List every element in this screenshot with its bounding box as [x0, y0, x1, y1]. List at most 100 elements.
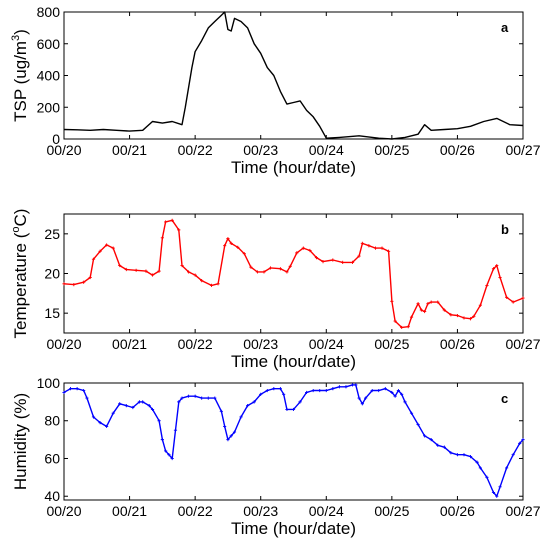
x-tick-label: 00/23 — [243, 142, 278, 158]
data-point — [436, 300, 440, 304]
data-point — [282, 392, 286, 396]
data-point — [521, 438, 525, 442]
data-point — [298, 400, 302, 404]
x-tick-label: 00/20 — [46, 503, 81, 519]
data-point — [429, 300, 433, 304]
data-point — [137, 400, 142, 404]
x-tick-label: 00/27 — [505, 336, 540, 352]
data-point — [495, 494, 499, 498]
data-point — [164, 449, 168, 453]
data-point — [134, 268, 138, 272]
x-axis-label: Time (hour/date) — [231, 352, 356, 371]
data-point — [462, 453, 466, 457]
data-point — [91, 415, 96, 419]
x-tick-label: 00/20 — [46, 336, 81, 352]
x-tick-label: 00/23 — [243, 503, 278, 519]
data-point — [390, 299, 394, 303]
data-point — [226, 236, 230, 241]
data-point — [495, 263, 499, 268]
data-point — [232, 430, 237, 434]
data-point — [498, 275, 502, 280]
data-point — [386, 249, 391, 253]
data-point — [268, 266, 273, 270]
data-point — [491, 267, 496, 271]
data-point — [521, 296, 525, 300]
data-point — [442, 445, 446, 449]
data-point — [85, 396, 89, 400]
x-tick-label: 00/26 — [440, 142, 475, 158]
data-point — [259, 392, 263, 396]
x-tick-label: 00/25 — [374, 142, 409, 158]
data-point — [223, 424, 227, 429]
y-tick-label: 800 — [37, 4, 61, 20]
data-point — [505, 295, 509, 299]
data-point — [252, 400, 256, 404]
data-point — [518, 441, 522, 445]
data-point — [200, 396, 204, 400]
data-point — [455, 453, 460, 457]
data-point — [236, 245, 240, 249]
data-point — [255, 270, 260, 274]
data-point — [131, 405, 135, 410]
data-point — [436, 443, 440, 447]
data-point — [449, 451, 453, 455]
data-point — [429, 438, 433, 442]
data-point — [472, 314, 476, 318]
x-tick-label: 00/24 — [309, 503, 344, 519]
data-point — [219, 409, 223, 413]
data-point — [98, 249, 102, 253]
data-point — [213, 396, 217, 400]
data-point — [68, 387, 73, 391]
x-tick-label: 00/21 — [112, 503, 147, 519]
series-line — [63, 11, 524, 140]
series-line — [63, 219, 524, 329]
data-point — [91, 257, 96, 261]
y-axis-label: Temperature (oC) — [10, 209, 30, 339]
y-axis-label-sup: o — [10, 227, 22, 233]
data-point — [242, 252, 246, 256]
data-point — [485, 283, 489, 287]
data-point — [354, 383, 358, 387]
data-point — [370, 388, 374, 393]
data-point — [314, 256, 319, 260]
data-point — [170, 456, 174, 461]
x-tick-label: 00/21 — [112, 336, 147, 352]
y-tick-label: 25 — [44, 226, 60, 242]
data-point — [147, 404, 151, 408]
x-tick-label: 00/21 — [112, 142, 147, 158]
data-point — [390, 390, 394, 395]
data-point — [308, 248, 312, 253]
data-point — [249, 265, 253, 269]
data-point — [177, 228, 181, 232]
x-tick-label: 00/24 — [309, 142, 344, 158]
data-point — [285, 407, 289, 412]
data-point — [321, 260, 325, 264]
series-line — [63, 384, 524, 497]
y-tick-label: 100 — [37, 375, 61, 391]
x-tick-label: 00/24 — [309, 336, 344, 352]
panel-b: 00/20 00/21 00/22 00/23 00/24 00/25 00/26 00/27… — [10, 209, 541, 371]
data-point — [105, 243, 109, 247]
data-point — [170, 218, 174, 222]
data-point — [272, 387, 276, 391]
data-point — [367, 244, 371, 248]
data-point — [423, 309, 427, 314]
x-tick-label: 00/22 — [178, 503, 213, 519]
data-point — [478, 466, 482, 470]
data-point — [403, 400, 407, 404]
panel-label: b — [501, 222, 509, 237]
y-tick-label: 600 — [37, 36, 61, 52]
data-point — [383, 387, 387, 391]
data-point — [337, 385, 341, 389]
data-point — [475, 460, 479, 464]
data-point — [449, 313, 453, 317]
y-tick-label: 60 — [44, 450, 60, 466]
data-point — [62, 390, 66, 395]
data-point — [406, 325, 410, 329]
x-tick-label: 00/27 — [505, 142, 540, 158]
data-point — [360, 241, 364, 245]
x-tick-label: 00/20 — [46, 142, 81, 158]
data-point — [216, 282, 220, 286]
data-point — [478, 303, 482, 307]
